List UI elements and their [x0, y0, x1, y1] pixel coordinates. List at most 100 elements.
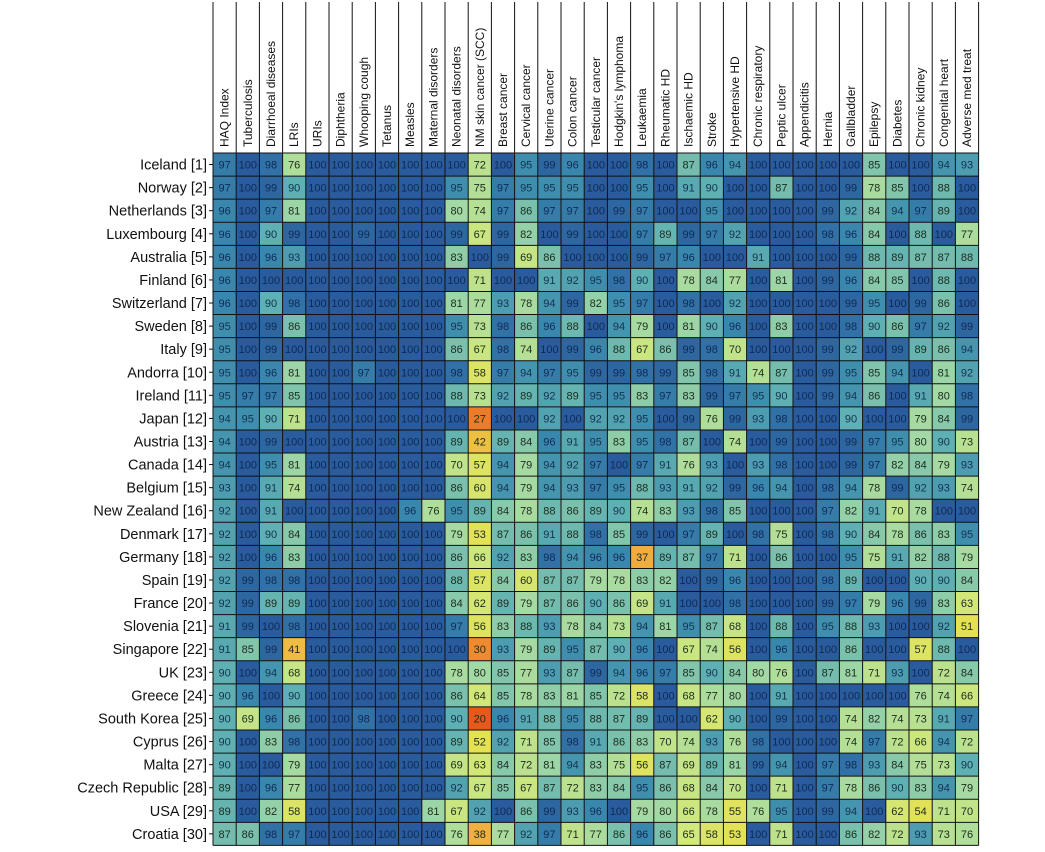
heatmap-cell [769, 291, 793, 315]
cell-value-label: 78 [706, 806, 718, 818]
cell-value-label: 100 [540, 344, 558, 356]
heatmap-cell [445, 383, 469, 407]
cell-value-label: 88 [450, 575, 462, 587]
heatmap-cell [213, 199, 237, 223]
cell-value-label: 100 [239, 298, 257, 310]
cell-value-label: 84 [961, 575, 973, 587]
cell-value-label: 79 [636, 806, 648, 818]
cell-value-label: 96 [752, 483, 764, 495]
heatmap-cell [932, 753, 956, 777]
cell-value-label: 100 [401, 598, 419, 610]
cell-value-label: 100 [401, 437, 419, 449]
cell-value-label: 93 [891, 667, 903, 679]
cell-value-label: 96 [590, 806, 602, 818]
heatmap-cell [839, 406, 863, 430]
cell-value-label: 100 [911, 367, 929, 379]
cell-value-label: 88 [938, 644, 950, 656]
heatmap-cell [537, 476, 561, 500]
heatmap-cell [607, 776, 631, 800]
cell-value-label: 100 [795, 783, 813, 795]
cell-value-label: 97 [636, 460, 648, 472]
heatmap-cell [932, 499, 956, 523]
cell-value-label: 68 [729, 621, 741, 633]
heatmap-cell [421, 337, 445, 361]
cell-value-label: 100 [331, 575, 349, 587]
cell-value-label: 100 [401, 806, 419, 818]
row-label: France [20] [134, 596, 207, 612]
heatmap-cell [491, 453, 515, 477]
cell-value-label: 88 [914, 229, 926, 241]
heatmap-cell [561, 730, 585, 754]
cell-value-label: 95 [845, 367, 857, 379]
heatmap-cell [421, 268, 445, 292]
heatmap-cell [677, 683, 701, 707]
heatmap-cell [561, 499, 585, 523]
cell-value-label: 95 [450, 321, 462, 333]
cell-value-label: 92 [543, 390, 555, 402]
heatmap-cell [468, 337, 492, 361]
cell-value-label: 90 [265, 298, 277, 310]
heatmap-cell [375, 822, 399, 846]
heatmap-cell [723, 660, 747, 684]
heatmap-cell [793, 291, 817, 315]
heatmap-cell [352, 406, 376, 430]
cell-value-label: 94 [938, 737, 950, 749]
cell-value-label: 99 [822, 598, 834, 610]
cell-value-label: 72 [891, 829, 903, 841]
cell-value-label: 95 [520, 183, 532, 195]
heatmap-cell [259, 499, 283, 523]
cell-value-label: 100 [401, 321, 419, 333]
cell-value-label: 89 [590, 506, 602, 518]
heatmap-cell [862, 730, 886, 754]
cell-value-label: 100 [378, 321, 396, 333]
heatmap-cell [653, 822, 677, 846]
heatmap-cell [329, 453, 353, 477]
heatmap-cell [491, 683, 515, 707]
heatmap-cell [630, 753, 654, 777]
cell-value-label: 100 [331, 737, 349, 749]
cell-value-label: 78 [566, 621, 578, 633]
heatmap-cell [932, 268, 956, 292]
cell-value-label: 85 [868, 160, 880, 172]
cell-value-label: 100 [795, 437, 813, 449]
cell-value-label: 74 [288, 483, 300, 495]
heatmap-cell [236, 176, 260, 200]
cell-value-label: 99 [497, 229, 509, 241]
heatmap-cell [236, 591, 260, 615]
cell-value-label: 86 [450, 690, 462, 702]
cell-value-label: 78 [520, 690, 532, 702]
heatmap-cell [514, 683, 538, 707]
heatmap-cell [259, 199, 283, 223]
cell-value-label: 56 [636, 760, 648, 772]
cell-value-label: 86 [659, 829, 671, 841]
heatmap-cell [584, 799, 608, 823]
cell-value-label: 71 [775, 829, 787, 841]
cell-value-label: 100 [749, 783, 767, 795]
heatmap-cell [213, 683, 237, 707]
heatmap-cell [769, 222, 793, 246]
cell-value-label: 86 [450, 483, 462, 495]
heatmap-cell [816, 337, 840, 361]
cell-value-label: 72 [613, 690, 625, 702]
heatmap-cell [468, 822, 492, 846]
heatmap-cell [607, 706, 631, 730]
heatmap-cell [421, 522, 445, 546]
cell-value-label: 93 [543, 667, 555, 679]
cell-value-label: 100 [772, 252, 790, 264]
cell-value-label: 100 [239, 344, 257, 356]
heatmap-cell [282, 176, 306, 200]
cell-value-label: 100 [331, 390, 349, 402]
heatmap-cell [259, 245, 283, 269]
cell-value-label: 84 [868, 275, 880, 287]
heatmap-cell [607, 799, 631, 823]
cell-value-label: 100 [401, 760, 419, 772]
heatmap-cell [653, 591, 677, 615]
heatmap-cell [909, 199, 933, 223]
heatmap-cell [630, 176, 654, 200]
cell-value-label: 86 [938, 298, 950, 310]
cell-value-label: 100 [401, 298, 419, 310]
heatmap-cell [769, 337, 793, 361]
cell-value-label: 71 [729, 552, 741, 564]
cell-value-label: 100 [958, 298, 976, 310]
column-label: Neonatal disorders [450, 46, 464, 147]
